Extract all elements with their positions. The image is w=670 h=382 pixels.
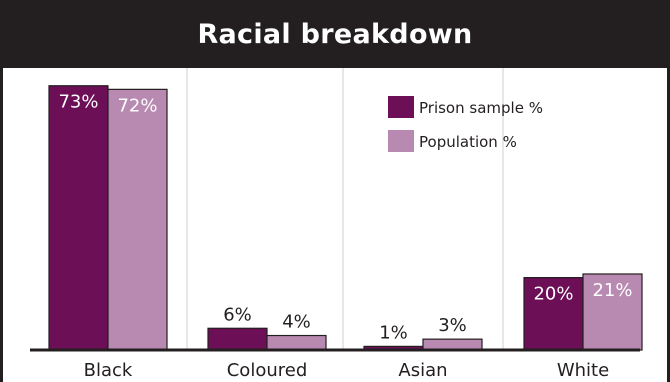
frame-border-right [667,68,670,382]
data-label-black-prison: 73% [58,92,98,113]
legend-label-prison: Prison sample % [419,99,543,117]
data-label-asian-population: 3% [438,315,467,336]
data-label-white-population: 21% [592,280,632,301]
legend-label-population: Population % [419,133,517,151]
data-label-coloured-prison: 6% [223,304,252,325]
data-label-asian-prison: 1% [379,322,408,343]
data-label-black-population: 72% [117,95,157,116]
bar-black-prison [48,85,109,351]
x-tick-label-white: White [557,360,609,381]
chart-title-bar: Racial breakdown [0,0,670,68]
data-label-coloured-population: 4% [282,312,311,333]
bar-coloured-population [266,334,327,351]
frame-border-left [0,68,3,382]
legend-swatch-population [388,130,414,152]
x-tick-label-black: Black [84,360,133,381]
bar-white-prison [523,277,584,351]
bar-black-population [107,88,168,351]
legend-swatch-prison [388,96,414,118]
chart-plot-area: 73% 72% Black 6% 4% Coloured 1% 3% Asian 20% 21% Wh… [30,68,643,381]
x-tick-label-coloured: Coloured [227,360,308,381]
bar-asian-population [422,338,483,351]
chart-title: Racial breakdown [197,18,473,50]
data-label-white-prison: 20% [533,284,573,305]
bar-coloured-prison [207,327,268,351]
x-tick-label-asian: Asian [398,360,447,381]
